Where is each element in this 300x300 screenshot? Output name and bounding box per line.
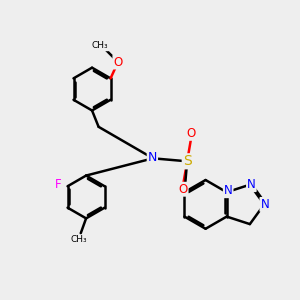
Text: O: O	[113, 56, 123, 68]
Text: CH₃: CH₃	[71, 235, 88, 244]
Text: N: N	[260, 198, 269, 211]
Text: S: S	[183, 154, 191, 168]
Text: CH₃: CH₃	[92, 41, 109, 50]
Text: O: O	[178, 183, 188, 196]
Text: N: N	[148, 151, 157, 164]
Text: N: N	[247, 178, 256, 191]
Text: F: F	[55, 178, 62, 191]
Text: O: O	[187, 127, 196, 140]
Text: N: N	[224, 184, 233, 197]
